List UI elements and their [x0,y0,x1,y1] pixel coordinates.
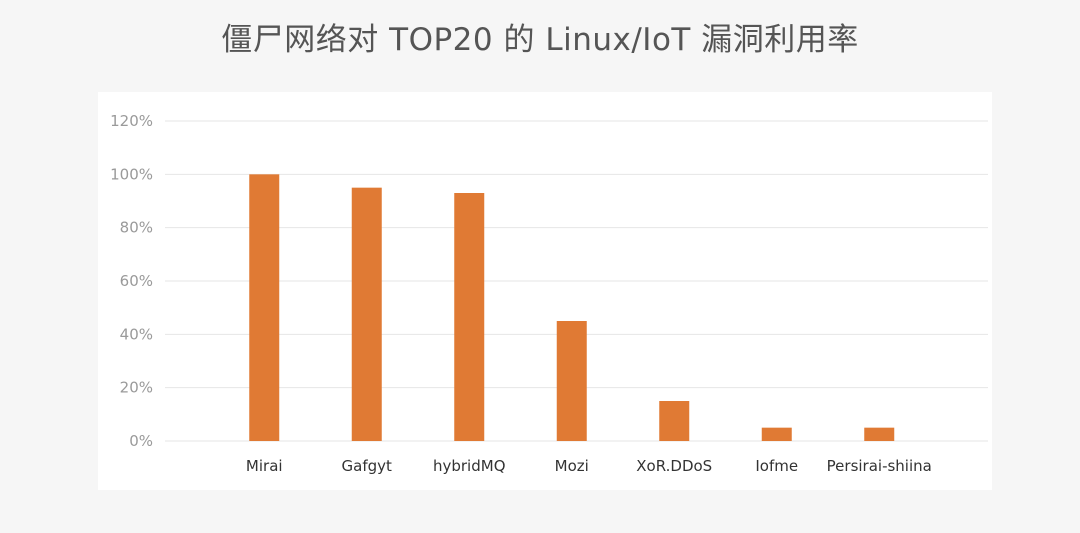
y-tick-label: 80% [120,219,153,237]
bar-gafgyt [351,187,382,441]
y-axis-ticks: 0% 20% 40% 60% 80% 100% 120% [110,112,153,450]
x-axis-labels: Mirai Gafgyt hybridMQ Mozi XoR.DDoS Iofme Pers… [246,457,932,475]
x-category-label: Mirai [246,457,283,475]
x-category-label: Iofme [755,457,798,475]
y-tick-label: 100% [110,165,153,183]
y-tick-label: 40% [120,325,153,343]
x-category-label: XoR.DDoS [636,457,712,475]
y-tick-label: 0% [129,432,153,450]
chart-panel [98,92,992,490]
bars [249,174,895,442]
x-category-label: Gafgyt [342,457,392,475]
bar-xor-ddos [659,401,690,441]
x-category-label: hybridMQ [433,457,506,475]
y-tick-label: 60% [120,272,153,290]
y-tick-label: 20% [120,379,153,397]
x-category-label: Mozi [555,457,589,475]
y-tick-label: 120% [110,112,153,130]
bar-mozi [556,321,587,441]
bar-iofme [761,427,792,441]
bar-persirai-shiina [864,427,895,441]
bar-mirai [249,174,280,442]
bar-hybridmq [454,193,485,441]
chart-title: 僵尸网络对 TOP20 的 Linux/IoT 漏洞利用率 [221,22,859,58]
x-category-label: Persirai-shiina [827,457,932,475]
